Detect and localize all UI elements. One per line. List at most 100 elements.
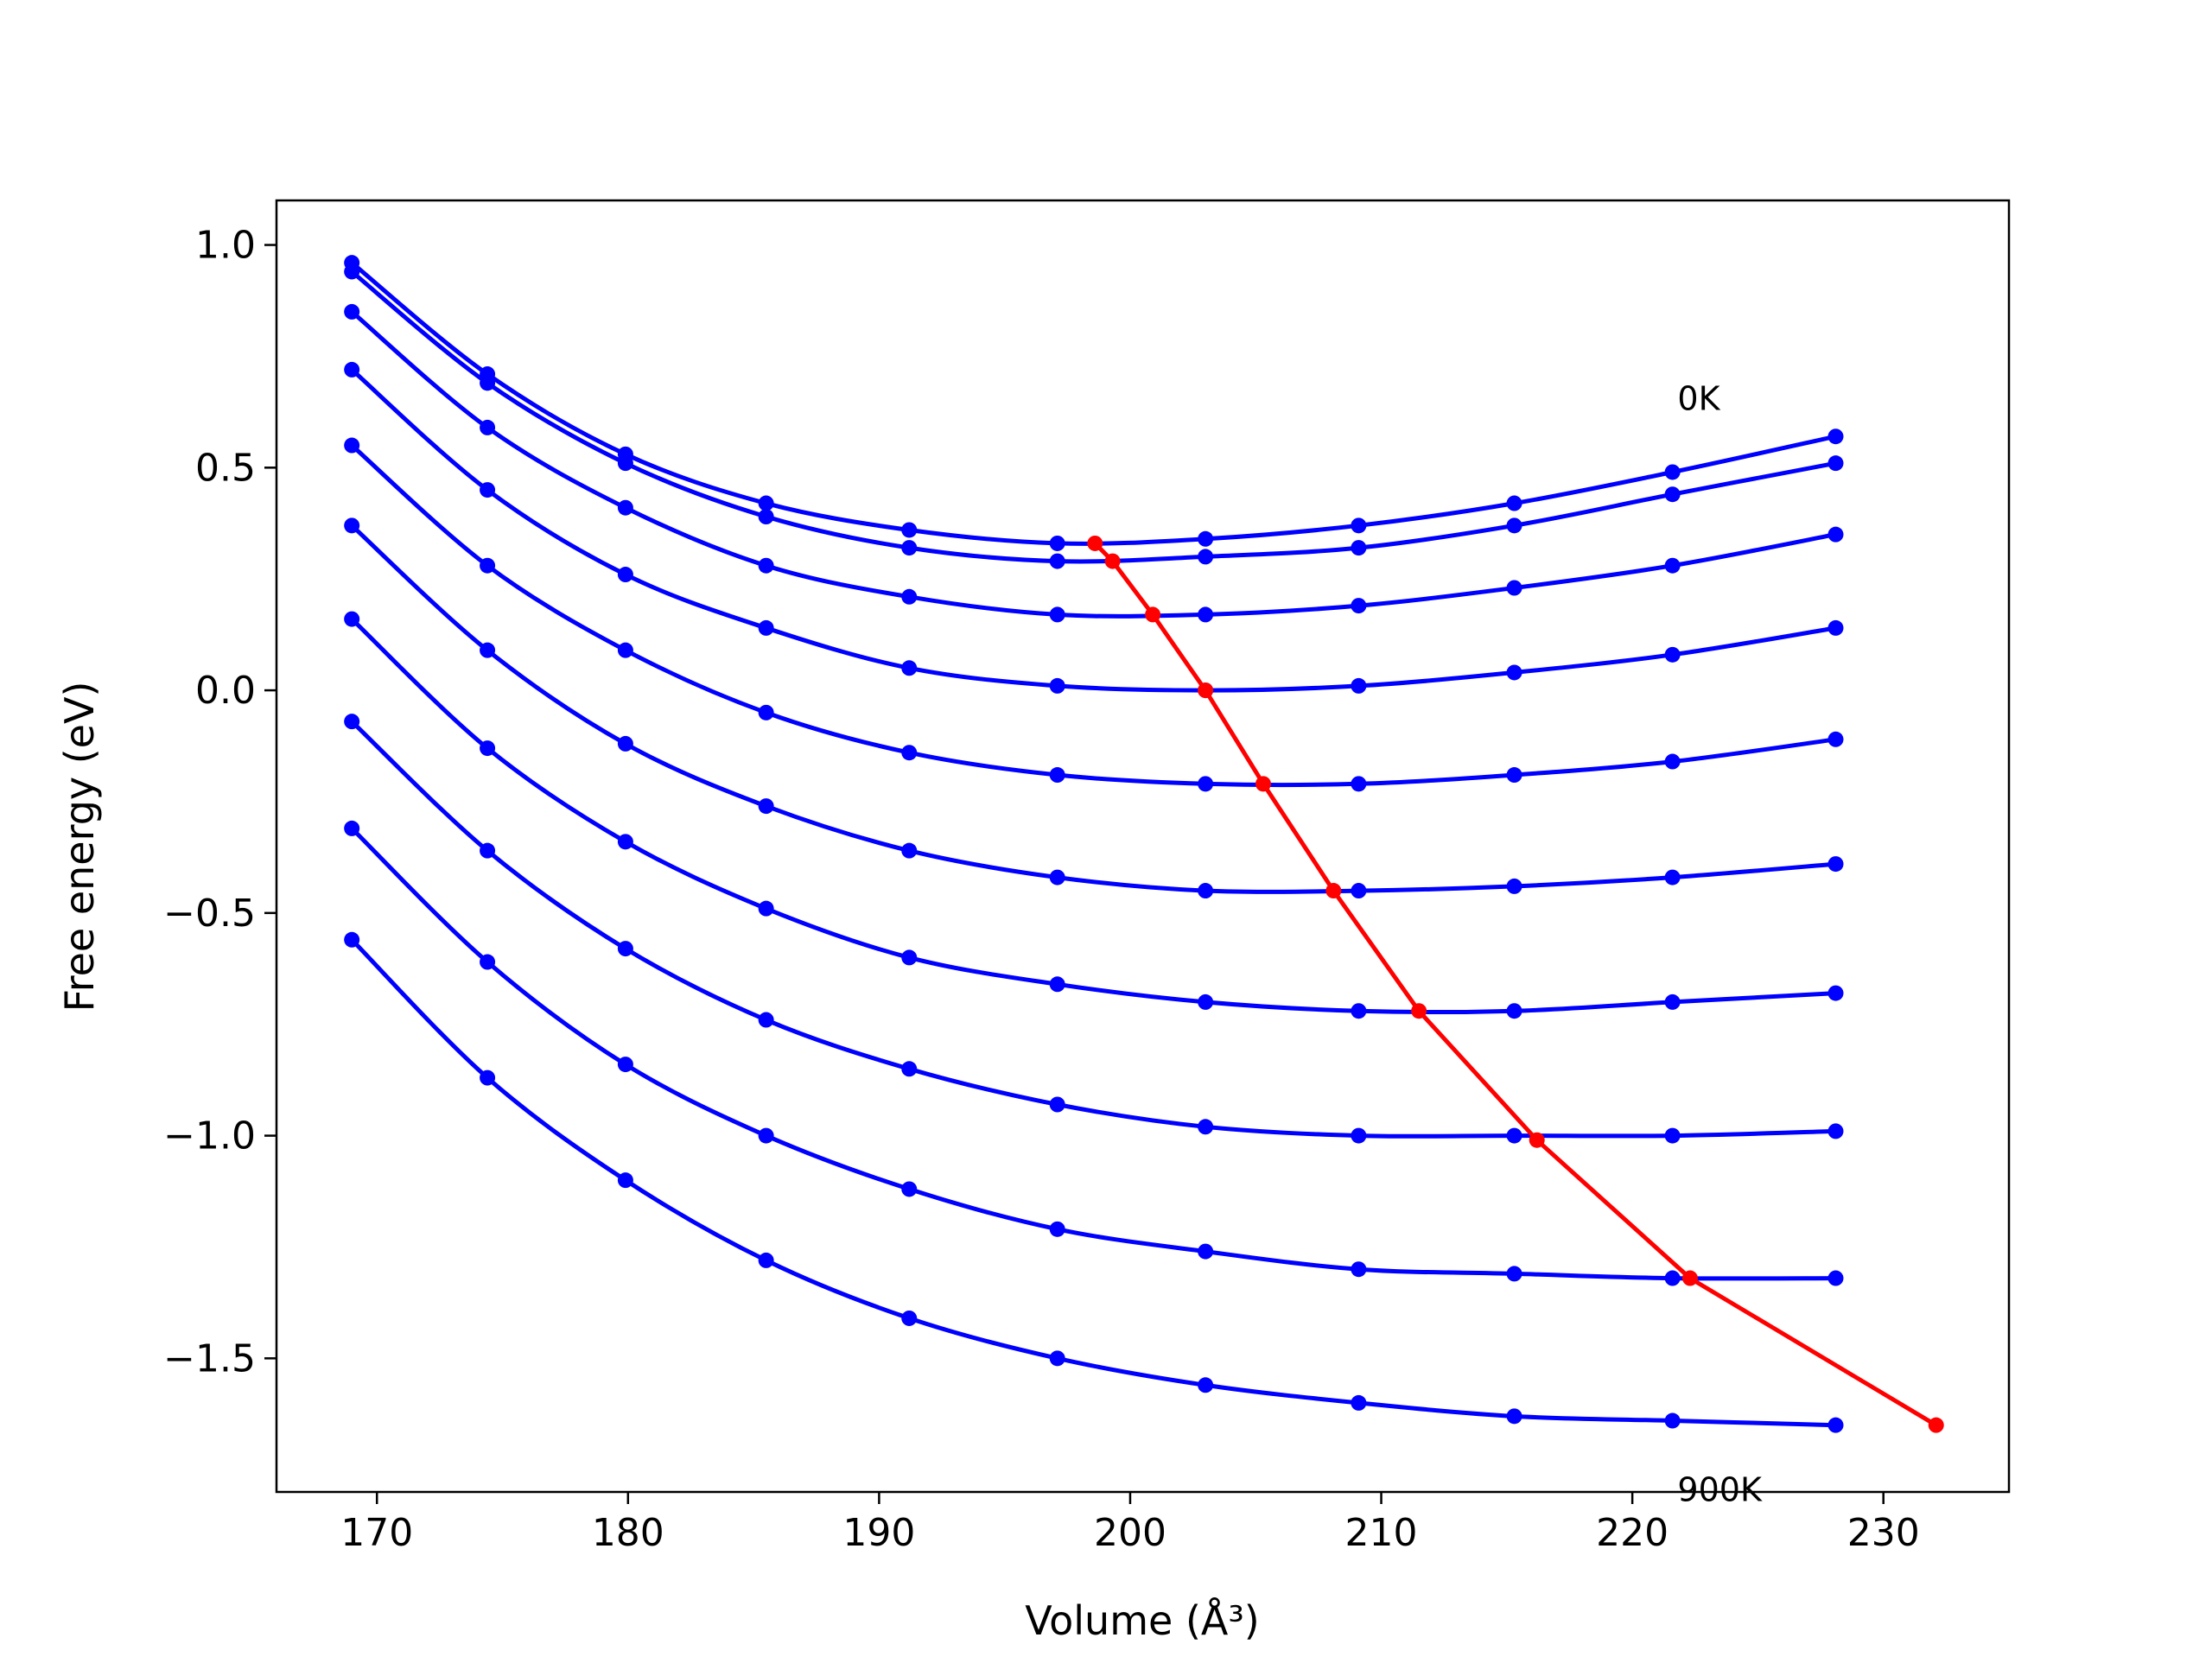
series-point	[480, 557, 496, 574]
series-3	[344, 303, 1844, 623]
series-point	[1664, 646, 1681, 663]
series-point	[617, 735, 633, 752]
series-point	[901, 660, 918, 676]
series-7	[344, 611, 1844, 1019]
plot-frame	[275, 199, 2011, 1494]
series-point	[1351, 517, 1367, 534]
series-point	[480, 419, 496, 435]
x-tick-label: 180	[592, 1511, 664, 1555]
series-point	[1049, 976, 1065, 993]
plot-marks	[344, 255, 1944, 1433]
series-point	[1827, 455, 1844, 472]
y-tick-label: 1.0	[195, 224, 256, 268]
series-point	[1664, 753, 1681, 770]
series-point	[1827, 428, 1844, 445]
series-point	[1664, 486, 1681, 503]
series-point	[1827, 856, 1844, 873]
series-point	[1049, 1096, 1065, 1113]
series-point	[1049, 1221, 1065, 1237]
y-axis-label: Free energy (eV)	[56, 682, 103, 1012]
series-point	[1198, 993, 1214, 1010]
series-point	[1664, 1127, 1681, 1144]
y-axis: −1.5 −1.0 −0.5 0.0 0.5 1.0	[163, 224, 276, 1381]
series-point	[1827, 1417, 1844, 1433]
series-point	[1049, 1350, 1065, 1367]
series-point	[1351, 540, 1367, 556]
series-point	[617, 1172, 633, 1189]
annotations: 0K 900K	[1677, 379, 1763, 1508]
series-point	[901, 949, 918, 966]
series-point	[344, 263, 360, 280]
series-point	[758, 1127, 774, 1144]
series-point	[758, 1012, 774, 1028]
x-tick-label: 170	[340, 1511, 413, 1555]
series-point	[344, 820, 360, 836]
series-point	[480, 842, 496, 859]
series-point	[344, 303, 360, 320]
series-point	[758, 1252, 774, 1268]
series-point	[901, 842, 918, 859]
series-point	[758, 495, 774, 511]
series-point	[1198, 776, 1214, 792]
y-tick-label: 0.5	[195, 446, 256, 490]
series-point	[344, 714, 360, 730]
minimum-point	[1681, 1270, 1698, 1286]
minimum-point	[1255, 776, 1271, 792]
series-point	[1506, 878, 1522, 894]
minimum-line	[1093, 542, 1937, 1427]
x-axis: 170 180 190 200 210 220 230	[340, 1492, 1920, 1555]
series-point	[1827, 1270, 1844, 1286]
y-tick-label: 0.0	[195, 669, 256, 713]
minimum-point	[1325, 883, 1342, 899]
series-point	[1351, 598, 1367, 614]
series-point	[1506, 495, 1522, 511]
series-point	[1827, 731, 1844, 747]
series-point	[1827, 526, 1844, 543]
series-point	[1827, 1123, 1844, 1139]
series-point	[1198, 883, 1214, 899]
y-tick-label: −1.0	[163, 1114, 256, 1158]
series-point	[901, 1310, 918, 1326]
series-point	[1506, 580, 1522, 596]
series-point	[1506, 767, 1522, 784]
series-point	[1351, 776, 1367, 792]
series-point	[1049, 553, 1065, 569]
series-point	[344, 517, 360, 534]
series-point	[1049, 677, 1065, 694]
series-point	[1664, 1270, 1681, 1286]
minimum-point	[1928, 1417, 1944, 1433]
series-point	[1198, 549, 1214, 565]
series-point	[1664, 993, 1681, 1010]
series-point	[617, 499, 633, 516]
series-point	[1827, 985, 1844, 1001]
x-tick-label: 190	[842, 1511, 915, 1555]
series-point	[1351, 1003, 1367, 1019]
series-point	[901, 1181, 918, 1197]
series-10	[344, 931, 1844, 1433]
series-point	[901, 540, 918, 556]
series-point	[758, 509, 774, 525]
series-point	[1506, 1003, 1522, 1019]
series-9	[344, 820, 1844, 1286]
series-point	[1664, 869, 1681, 885]
minimum-point	[1104, 553, 1121, 569]
series-point	[1351, 1394, 1367, 1411]
series-point	[758, 798, 774, 815]
minimum-point	[1529, 1132, 1545, 1148]
series-point	[1351, 1261, 1367, 1278]
series-point	[1198, 606, 1214, 623]
series-point	[1198, 1243, 1214, 1260]
x-tick-label: 230	[1847, 1511, 1920, 1555]
x-tick-label: 210	[1345, 1511, 1418, 1555]
series-point	[617, 941, 633, 957]
y-tick-label: −0.5	[163, 892, 256, 936]
series-point	[1351, 883, 1367, 899]
series-6	[344, 517, 1844, 899]
series-point	[901, 1061, 918, 1077]
x-tick-label: 200	[1094, 1511, 1166, 1555]
series-point	[480, 1070, 496, 1086]
series-point	[344, 361, 360, 378]
series-point	[1506, 1408, 1522, 1425]
series-point	[344, 611, 360, 627]
